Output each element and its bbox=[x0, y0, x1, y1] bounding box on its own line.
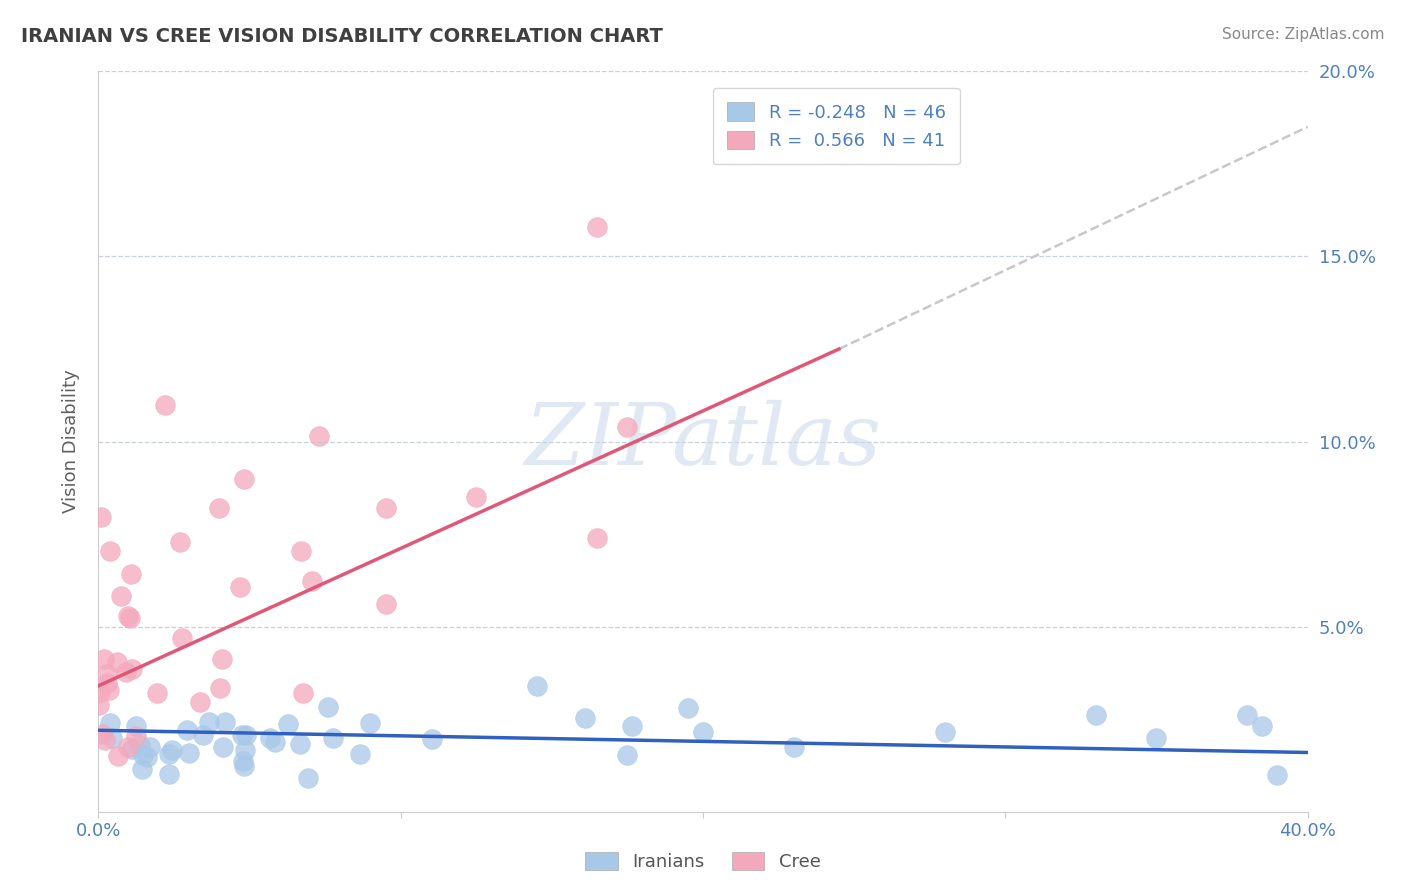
Text: ZIPatlas: ZIPatlas bbox=[524, 401, 882, 483]
Point bbox=[208, 501, 231, 516]
Point bbox=[232, 759, 254, 773]
Point bbox=[232, 754, 254, 768]
Point bbox=[125, 729, 148, 743]
Point bbox=[264, 734, 287, 748]
Legend: Iranians, Cree: Iranians, Cree bbox=[578, 845, 828, 879]
Point bbox=[1144, 731, 1167, 746]
Point bbox=[291, 686, 314, 700]
Point bbox=[1085, 707, 1108, 722]
Point bbox=[139, 739, 162, 754]
Point bbox=[228, 580, 250, 594]
Point bbox=[214, 714, 236, 729]
Point bbox=[277, 717, 299, 731]
Point bbox=[297, 771, 319, 785]
Point bbox=[420, 731, 443, 746]
Point bbox=[231, 728, 253, 742]
Point bbox=[160, 743, 183, 757]
Point bbox=[1236, 707, 1258, 722]
Point bbox=[132, 747, 155, 762]
Point bbox=[526, 679, 548, 693]
Point bbox=[374, 597, 396, 611]
Point bbox=[359, 715, 381, 730]
Point bbox=[322, 731, 344, 746]
Point bbox=[110, 589, 132, 603]
Point bbox=[197, 715, 219, 730]
Point bbox=[101, 731, 124, 745]
Point bbox=[96, 676, 118, 690]
Point bbox=[131, 762, 153, 776]
Point bbox=[290, 544, 312, 558]
Point bbox=[118, 611, 141, 625]
Point bbox=[89, 685, 111, 699]
Point bbox=[117, 609, 139, 624]
Point bbox=[1251, 718, 1274, 732]
Point bbox=[157, 747, 180, 761]
Point bbox=[349, 747, 371, 761]
Point bbox=[98, 716, 121, 731]
Point bbox=[188, 695, 211, 709]
Point bbox=[374, 501, 396, 516]
Point bbox=[676, 701, 699, 715]
Point bbox=[114, 665, 136, 679]
Point bbox=[105, 655, 128, 669]
Point bbox=[586, 531, 609, 545]
Point bbox=[153, 398, 176, 412]
Point bbox=[120, 567, 142, 582]
Point bbox=[692, 725, 714, 739]
Point bbox=[90, 509, 112, 524]
Point bbox=[97, 683, 120, 698]
Point bbox=[616, 748, 638, 763]
Point bbox=[465, 490, 488, 504]
Point bbox=[318, 700, 340, 714]
Point bbox=[783, 740, 806, 755]
Point bbox=[169, 534, 191, 549]
Point bbox=[211, 740, 233, 755]
Point bbox=[96, 667, 118, 681]
Point bbox=[308, 429, 330, 443]
Point bbox=[146, 686, 169, 700]
Point bbox=[586, 219, 609, 234]
Point bbox=[125, 719, 148, 733]
Point bbox=[177, 746, 200, 760]
Point bbox=[135, 750, 157, 764]
Point bbox=[121, 741, 143, 756]
Point bbox=[94, 732, 117, 747]
Point bbox=[211, 652, 233, 666]
Point bbox=[232, 472, 254, 486]
Point bbox=[621, 719, 644, 733]
Point bbox=[574, 710, 596, 724]
Legend: R = -0.248   N = 46, R =  0.566   N = 41: R = -0.248 N = 46, R = 0.566 N = 41 bbox=[713, 87, 960, 164]
Point bbox=[121, 662, 143, 676]
Point bbox=[233, 743, 256, 757]
Point bbox=[89, 698, 111, 712]
Point bbox=[91, 727, 114, 741]
Point bbox=[301, 574, 323, 588]
Point bbox=[98, 544, 121, 558]
Point bbox=[170, 631, 193, 645]
Text: Source: ZipAtlas.com: Source: ZipAtlas.com bbox=[1222, 27, 1385, 42]
Point bbox=[616, 420, 638, 434]
Point bbox=[176, 723, 198, 737]
Point bbox=[93, 652, 115, 666]
Text: IRANIAN VS CREE VISION DISABILITY CORRELATION CHART: IRANIAN VS CREE VISION DISABILITY CORREL… bbox=[21, 27, 664, 45]
Point bbox=[157, 767, 180, 781]
Point bbox=[128, 738, 150, 752]
Y-axis label: Vision Disability: Vision Disability bbox=[62, 369, 80, 514]
Point bbox=[1267, 767, 1289, 781]
Point bbox=[235, 728, 257, 742]
Point bbox=[259, 731, 281, 745]
Point bbox=[934, 725, 956, 739]
Point bbox=[209, 681, 232, 695]
Point bbox=[288, 737, 311, 751]
Point bbox=[117, 739, 139, 754]
Point bbox=[107, 749, 129, 764]
Point bbox=[191, 728, 214, 742]
